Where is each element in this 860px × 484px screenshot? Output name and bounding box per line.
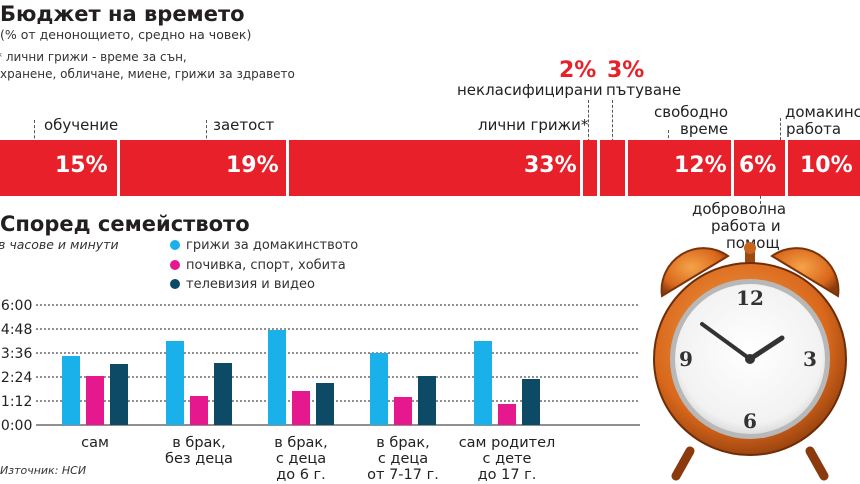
x-category-label: с деца xyxy=(378,451,428,467)
svg-text:6: 6 xyxy=(743,409,757,433)
x-category-label: с деца xyxy=(276,451,326,467)
chart-title: Според семейството xyxy=(0,212,250,236)
page-title: Бюджет на времето xyxy=(0,2,245,26)
bar xyxy=(86,376,104,425)
unclassified-percent: 2% xyxy=(559,58,597,83)
bar xyxy=(316,383,334,425)
svg-text:9: 9 xyxy=(679,347,693,371)
x-category-label: в брак, xyxy=(376,435,430,451)
bar xyxy=(166,341,184,425)
bar xyxy=(214,363,232,425)
band-label-personal-care: лични грижи* xyxy=(478,116,589,134)
source-note: Източник: НСИ xyxy=(0,464,87,477)
bar xyxy=(522,379,540,425)
band-separator xyxy=(597,140,600,196)
bar xyxy=(110,364,128,425)
personal-care-percent: 33% xyxy=(524,153,577,178)
band-label-housework-1: домакинска xyxy=(785,103,860,121)
band-label-employment: заетост xyxy=(213,116,275,134)
legend-label: грижи за домакинството xyxy=(186,238,359,253)
legend-swatch-magenta xyxy=(170,260,180,270)
x-category-label: с дете xyxy=(483,451,532,467)
bar xyxy=(292,391,310,425)
y-tick-label: 01:12 xyxy=(0,394,32,410)
bar xyxy=(62,356,80,425)
bell-left-icon xyxy=(660,247,730,298)
bell-right-icon xyxy=(770,247,840,298)
bar xyxy=(370,353,388,425)
footnote-line-1: * лични грижи - време за сън, xyxy=(0,50,187,64)
leader-personal-care xyxy=(588,100,589,166)
band-separator xyxy=(117,140,120,196)
band-label-volunteer-2: работа и xyxy=(711,217,781,235)
band-separator xyxy=(731,140,734,196)
band-label-free-time-1: свободно xyxy=(654,103,729,121)
x-category-label: до 6 г. xyxy=(276,467,326,483)
y-tick-label: 02:24 xyxy=(0,370,32,386)
legend-swatch-navy xyxy=(170,279,180,289)
alarm-clock-illustration: 12 3 6 9 xyxy=(653,242,847,481)
x-category-label: от 7-17 г. xyxy=(367,467,439,483)
x-category-label: в брак, xyxy=(274,435,328,451)
band-label-volunteer-1: доброволна xyxy=(692,200,787,218)
legend-item-housework: грижи за домакинството xyxy=(170,238,358,253)
svg-text:12: 12 xyxy=(736,286,764,310)
y-tick-label: 00:00 xyxy=(0,418,32,434)
education-percent: 15% xyxy=(55,153,108,178)
band-separator xyxy=(625,140,628,196)
housework-percent: 10% xyxy=(800,153,853,178)
free-time-percent: 12% xyxy=(674,153,727,178)
legend-swatch-cyan xyxy=(170,240,180,250)
bar xyxy=(418,376,436,425)
bar xyxy=(394,397,412,425)
time-budget-band xyxy=(0,140,860,196)
band-separator xyxy=(580,140,583,196)
band-label-education: обучение xyxy=(44,116,119,134)
legend-label: телевизия и видео xyxy=(186,277,315,292)
legend-item-tv: телевизия и видео xyxy=(170,277,315,292)
x-category-label: сам xyxy=(81,435,109,451)
band-separator xyxy=(785,140,788,196)
chart-subtitle: в часове и минути xyxy=(0,237,119,252)
x-category-label: до 17 г. xyxy=(478,467,537,483)
band-label-housework-2: работа xyxy=(786,120,842,138)
band-label-free-time-2: време xyxy=(680,120,729,138)
y-tick-label: 03:36 xyxy=(0,346,32,362)
x-category-label: сам родител xyxy=(459,435,556,451)
bar xyxy=(474,341,492,425)
volunteer-percent: 6% xyxy=(739,153,777,178)
bar xyxy=(498,404,516,425)
svg-text:3: 3 xyxy=(803,347,817,371)
leader-travel xyxy=(612,100,613,166)
x-category-label: без деца xyxy=(165,451,233,467)
x-category-label: в брак, xyxy=(172,435,226,451)
family-bar-chart: 06:00 04:48 03:36 02:24 01:12 00:00 сам в брак,… xyxy=(0,298,640,483)
page-subtitle: (% от денонощието, средно на човек) xyxy=(0,27,252,42)
footnote-line-2: хранене, обличане, миене, грижи за здрав… xyxy=(0,67,295,81)
y-tick-label: 06:00 xyxy=(0,298,32,314)
employment-percent: 19% xyxy=(226,153,279,178)
travel-percent: 3% xyxy=(607,58,645,83)
bar xyxy=(190,396,208,425)
band-label-unclassified: некласифицирани xyxy=(457,81,603,99)
band-label-travel: пътуване xyxy=(606,81,682,99)
legend-item-leisure: почивка, спорт, хобита xyxy=(170,258,346,273)
y-tick-label: 04:48 xyxy=(0,322,32,338)
legend-label: почивка, спорт, хобита xyxy=(186,258,346,273)
band-separator xyxy=(286,140,289,196)
bar xyxy=(268,330,286,425)
